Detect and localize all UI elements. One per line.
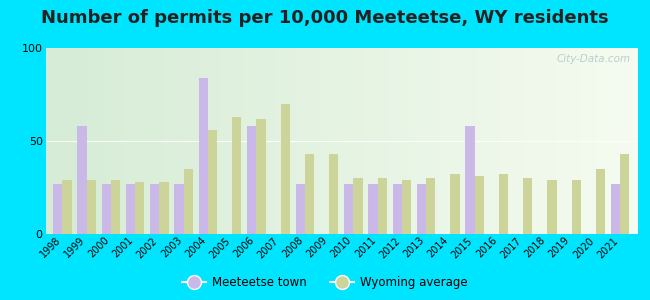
Bar <box>174 184 184 234</box>
Bar <box>426 178 436 234</box>
Bar <box>135 182 144 234</box>
Text: City-Data.com: City-Data.com <box>557 54 631 64</box>
Bar <box>450 175 460 234</box>
Legend: Meeteetse town, Wyoming average: Meeteetse town, Wyoming average <box>177 272 473 294</box>
Bar <box>53 184 62 234</box>
Bar <box>571 180 580 234</box>
Bar <box>62 180 72 234</box>
Bar <box>305 154 314 234</box>
Bar <box>208 130 217 234</box>
Text: Number of permits per 10,000 Meeteetse, WY residents: Number of permits per 10,000 Meeteetse, … <box>41 9 609 27</box>
Bar <box>256 119 266 234</box>
Bar <box>402 180 411 234</box>
Bar <box>232 117 241 234</box>
Bar <box>86 180 96 234</box>
Bar <box>465 126 474 234</box>
Bar <box>329 154 339 234</box>
Bar <box>378 178 387 234</box>
Bar <box>344 184 354 234</box>
Bar <box>159 182 168 234</box>
Bar <box>199 78 208 234</box>
Bar <box>111 180 120 234</box>
Bar <box>354 178 363 234</box>
Bar <box>523 178 532 234</box>
Bar <box>474 176 484 234</box>
Bar <box>126 184 135 234</box>
Bar <box>596 169 605 234</box>
Bar <box>296 184 305 234</box>
Bar <box>499 175 508 234</box>
Bar <box>150 184 159 234</box>
Bar <box>77 126 86 234</box>
Bar <box>620 154 629 234</box>
Bar <box>184 169 193 234</box>
Bar <box>393 184 402 234</box>
Bar <box>369 184 378 234</box>
Bar <box>102 184 111 234</box>
Bar <box>281 104 290 234</box>
Bar <box>611 184 620 234</box>
Bar <box>547 180 556 234</box>
Bar <box>247 126 256 234</box>
Bar <box>417 184 426 234</box>
